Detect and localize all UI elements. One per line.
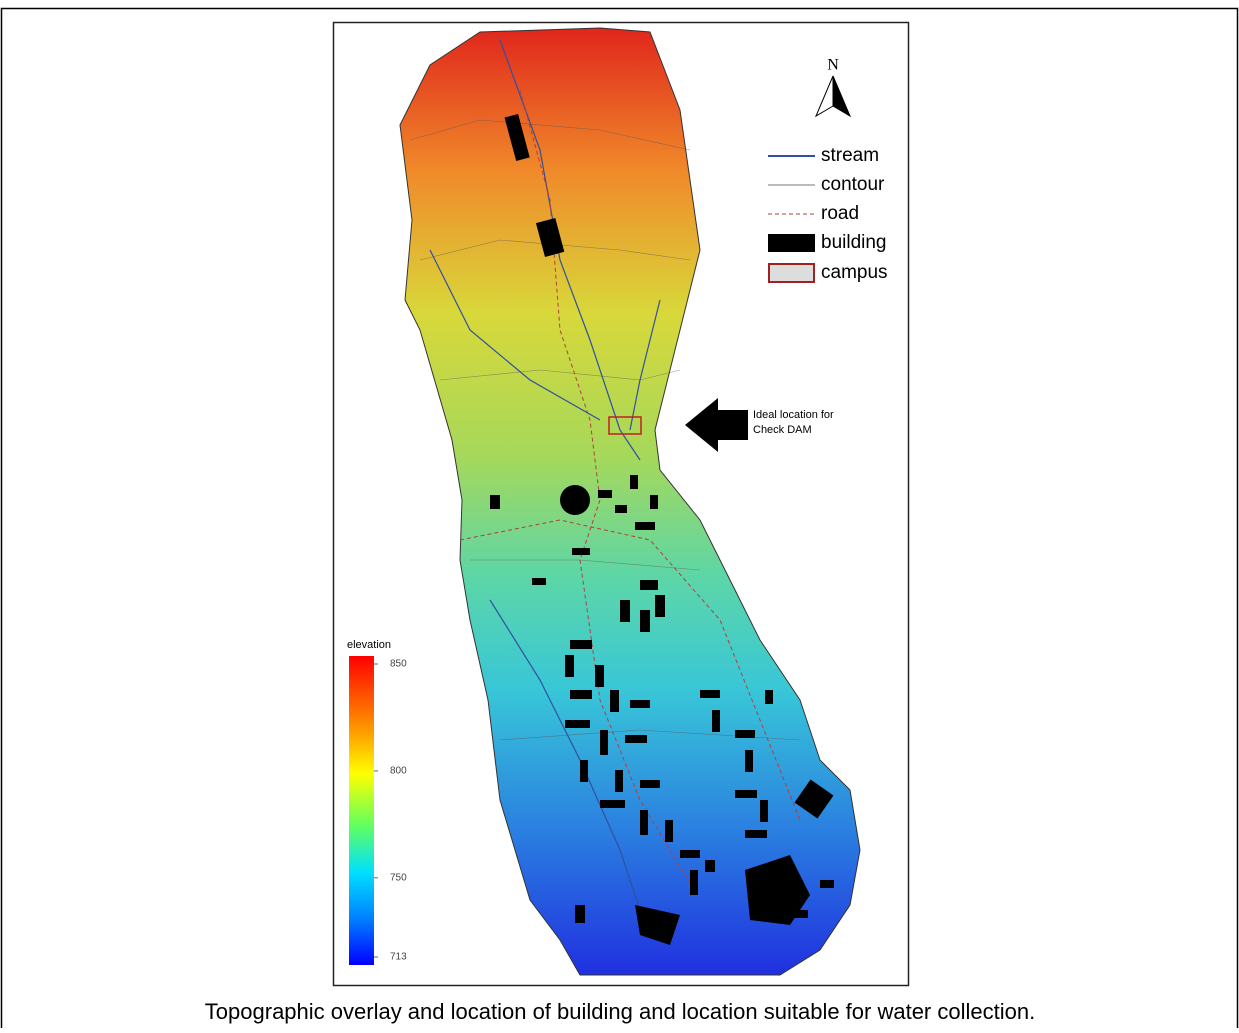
legend-label: stream <box>821 145 879 166</box>
caption: Topographic overlay and location of buil… <box>205 999 1035 1024</box>
colorbar-tick-label: 750 <box>390 873 407 884</box>
colorbar-tick-label: 850 <box>390 659 407 670</box>
legend-label: campus <box>821 262 888 283</box>
legend-symbol <box>769 264 814 282</box>
legend-symbol <box>768 234 815 252</box>
page: Ideal location for Check DAM N stream co… <box>0 0 1239 1028</box>
annotation: Ideal location for <box>753 409 834 421</box>
annotation: Check DAM <box>753 424 812 436</box>
colorbar-ramp <box>349 656 374 965</box>
legend-label: building <box>821 232 887 253</box>
north-label: N <box>827 57 839 74</box>
colorbar-title: elevation <box>347 639 391 651</box>
colorbar-tick-label: 713 <box>390 952 407 963</box>
legend-label: contour <box>821 174 885 195</box>
colorbar-tick-label: 800 <box>390 766 407 777</box>
legend-label: road <box>821 203 859 224</box>
